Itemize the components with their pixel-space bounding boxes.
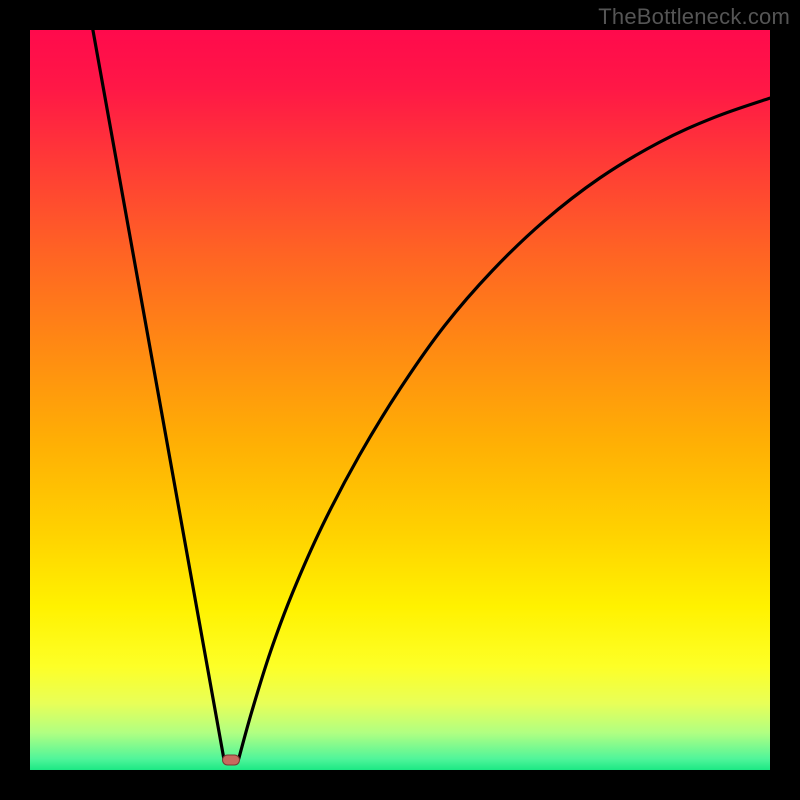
bottleneck-curve: [30, 30, 770, 770]
optimum-marker: [222, 754, 240, 765]
plot-area: [30, 30, 770, 770]
watermark-text: TheBottleneck.com: [598, 4, 790, 30]
